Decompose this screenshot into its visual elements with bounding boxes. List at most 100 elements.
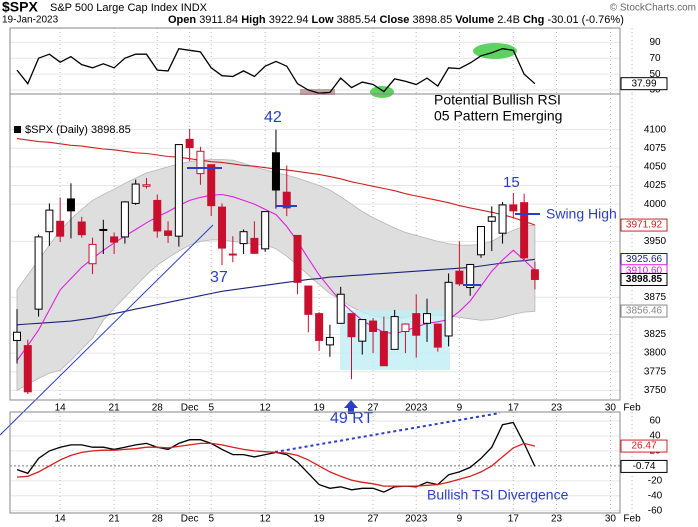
y-tick-label: 50 [649,69,661,80]
candle-body [509,204,518,212]
plot: 30 50 70 90 37.99 4100 4075 4050 4025 4000 3950 387… [13,37,668,525]
exchange: INDX [181,2,208,14]
divergence-line [274,412,501,453]
y-tick-label: 4100 [644,124,667,135]
stat-label: Volume [455,14,494,26]
candle-body [487,216,496,222]
candle-body [423,313,432,324]
candle-body [239,231,248,245]
y-tick-label: 3800 [644,348,667,359]
x-tick-label: 19 [314,403,326,414]
value-label: 3898.85 [626,274,663,285]
candle-body [196,150,205,175]
stat-value: 3885.54 [337,14,377,26]
candle-body [358,319,367,342]
candle-body [185,138,194,149]
y-tick-label: 40 [649,431,661,442]
y-tick-label: 3775 [644,366,667,377]
rsi-oversold-fill [300,89,335,95]
candle-body [77,221,86,236]
value-box [620,439,668,453]
candle-body [153,199,162,232]
x-tick-label: 28 [152,403,164,414]
x-tick-label: Dec [181,514,199,525]
legend: $SPX (Daily) 3898.85 [25,124,131,136]
x-tick-label: 30 [605,403,617,414]
candle-body [412,313,421,336]
legend-swatch [14,126,21,133]
y-tick-label: 60 [649,416,661,427]
legend-name: $SPX (Daily) [25,124,88,136]
value-box [620,218,668,232]
candle-body [520,202,529,259]
x-tick-label: 12 [260,514,272,525]
candle-body [174,144,183,237]
value-box [620,459,668,473]
candle-body [315,313,324,341]
annotation: Bullish TSI Divergence [427,487,569,503]
candle-body [390,316,399,350]
candle-body [379,330,388,367]
rsi-highlight [370,86,394,98]
x-tick-label: 30 [605,514,617,525]
date: 19-Jan-2023 [2,15,59,26]
bollinger-band [16,159,536,391]
candle-body [271,152,280,191]
candle-body [530,269,539,280]
value-label: 3910.60 [626,265,663,276]
value-label: 37.99 [631,78,656,89]
candle-body [56,220,65,237]
stat-value: 3911.84 [199,14,238,26]
candle-body [455,270,464,285]
value-label: 3856.46 [626,306,663,317]
moving-average [16,258,535,326]
stat-label: High [241,14,266,26]
candle-body [164,230,173,236]
x-tick-label: 17 [508,403,520,414]
y-tick-label: -40 [648,490,663,501]
value-box [620,272,668,286]
candle-body [45,209,54,233]
y-tick-label: 3950 [644,236,667,247]
candle-body [433,323,442,348]
x-tick-label: 23 [551,514,563,525]
candle-body [228,253,237,256]
candle-body [444,281,453,337]
candle-body [401,323,410,332]
x-tick-label: 9 [457,403,463,414]
arrow [344,400,358,414]
x-tick-label: 12 [260,403,272,414]
value-label: 26.47 [631,441,656,452]
candle-body [218,206,227,249]
y-tick-label: 4075 [644,143,667,154]
candle-body [120,201,129,238]
candle-body [369,320,378,332]
y-tick-label: 4025 [644,180,667,191]
candle-body [13,331,21,341]
stat-value: 2.4B [497,14,520,26]
candle-body [325,336,334,346]
candle-body [34,236,43,310]
candle-body [498,204,507,234]
x-tick-label: 9 [457,514,463,525]
y-tick-label: 90 [649,37,661,48]
x-tick-label: 23 [551,403,563,414]
stats: Open 3911.84 High 3922.94 Low 3885.54 Cl… [168,14,624,26]
stat-label: Close [379,14,409,26]
candle-body [142,184,151,187]
candle-body [466,263,475,289]
candle-body [88,243,97,265]
annotation: 05 Pattern Emerging [434,108,562,124]
line [16,421,536,493]
annotation: 37 [210,269,228,286]
x-tick-label: 5 [208,403,214,414]
line [16,47,536,94]
annotation: 49 RT [330,410,374,427]
x-tick-label: 27 [368,403,380,414]
candle-body [66,198,75,212]
value-label: 3971.92 [626,220,663,231]
source: © StockCharts.com [610,3,696,14]
candle-body [293,234,302,283]
x-tick-label: Feb [623,403,641,414]
stat-label: Chg [523,14,544,26]
